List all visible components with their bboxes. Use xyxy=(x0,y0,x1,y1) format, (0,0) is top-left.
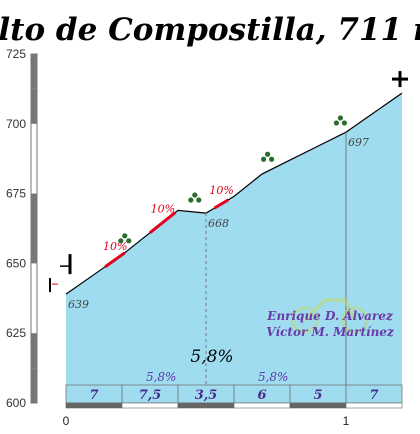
plot-area: 10% 10% 10% 639 668 697 5,8% 5,8% 5,8% 7 7,5 3,5 6 5 7 xyxy=(49,71,408,409)
distance-scale-segment xyxy=(65,402,123,409)
y-axis-band xyxy=(31,193,37,229)
tree-leaf xyxy=(269,156,275,162)
tree-leaf xyxy=(118,238,124,244)
y-axis-band xyxy=(31,228,37,264)
tree-leaf xyxy=(122,233,128,239)
steep-gradient-label: 10% xyxy=(151,203,175,216)
distance-scale-segment xyxy=(177,402,235,409)
y-axis-band xyxy=(31,88,37,124)
tree-leaf xyxy=(261,156,267,162)
y-axis-band xyxy=(31,333,37,369)
steep-section xyxy=(213,198,230,210)
y-tick-label: 650 xyxy=(6,256,26,270)
segment-gradient-label: 5,8% xyxy=(258,370,289,384)
y-tick-label: 700 xyxy=(6,117,26,131)
tree-leaf xyxy=(188,197,194,203)
steep-gradient-label: 10% xyxy=(209,184,233,197)
gradient-band-label: 7 xyxy=(369,388,378,403)
tree-leaf xyxy=(333,120,339,126)
credit-line-1: Enrique D. Álvarez xyxy=(266,308,394,323)
bicycle-icon xyxy=(291,298,369,334)
distance-scale-segment xyxy=(233,402,291,409)
y-tick-label: 725 xyxy=(6,47,26,61)
tree-icon xyxy=(261,151,275,162)
gradient-band-label: 3,5 xyxy=(195,388,218,403)
gradient-band-label: 5 xyxy=(313,388,322,403)
start-flag-icon xyxy=(49,254,72,293)
tree-leaf xyxy=(126,238,132,244)
tree-icon xyxy=(333,115,347,126)
gradient-band-label: 6 xyxy=(257,388,266,403)
tree-leaf xyxy=(337,115,343,121)
altitude-label: 697 xyxy=(348,136,369,149)
altitude-label: 639 xyxy=(68,298,89,311)
y-tick-label: 600 xyxy=(6,396,26,410)
altitude-label: 668 xyxy=(208,217,229,230)
distance-scale-segment xyxy=(121,402,179,409)
average-gradient-label: 5,8% xyxy=(190,347,233,367)
tree-leaf xyxy=(196,197,202,203)
segment-gradient-label: 5,8% xyxy=(146,370,177,384)
chart-title: Alto de Compostilla, 711 m xyxy=(0,12,420,48)
y-axis: 600 625 650 675 700 725 xyxy=(6,47,38,410)
x-tick-label: 0 xyxy=(63,414,70,428)
y-tick-label: 625 xyxy=(6,326,26,340)
wheel xyxy=(341,306,369,334)
tree-icon xyxy=(118,233,132,244)
steep-section xyxy=(149,211,177,234)
tree-leaf xyxy=(192,192,198,198)
y-axis-band xyxy=(31,368,37,403)
distance-scale-segment xyxy=(345,402,403,409)
x-tick-label: 1 xyxy=(343,414,350,428)
steep-section xyxy=(104,251,126,268)
credit-line-2: Víctor M. Martínez xyxy=(266,325,395,339)
summit-cross-icon xyxy=(392,71,408,88)
y-tick-label: 675 xyxy=(6,187,26,201)
tree-leaf xyxy=(341,120,347,126)
y-axis-band xyxy=(31,54,37,89)
steep-gradient-label: 10% xyxy=(103,240,127,253)
gradient-band-label: 7 xyxy=(89,388,98,403)
wheel xyxy=(291,306,319,334)
author-credits: Enrique D. Álvarez Víctor M. Martínez xyxy=(266,308,395,339)
frame xyxy=(303,298,357,322)
distance-scale-segment xyxy=(289,402,347,409)
tree-leaf xyxy=(265,151,271,157)
profile-area xyxy=(66,93,402,403)
tree-icon xyxy=(188,192,202,203)
gradient-band-label: 7,5 xyxy=(139,388,162,403)
